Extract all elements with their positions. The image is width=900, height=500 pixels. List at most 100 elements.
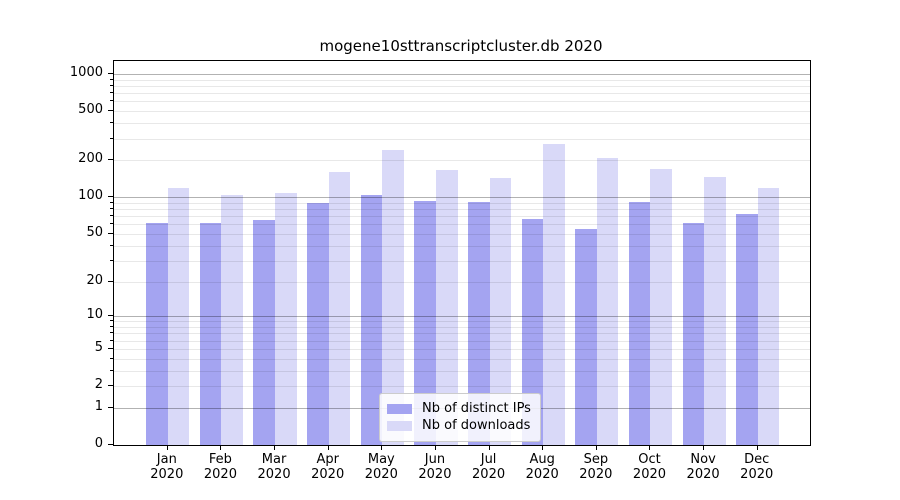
x-tick-year: 2020 xyxy=(472,467,506,482)
y-minor-tick-mark xyxy=(110,78,113,80)
x-tick-year: 2020 xyxy=(257,467,291,482)
x-tick-month: Aug xyxy=(529,452,555,467)
y-minor-tick-mark xyxy=(110,215,113,217)
y-minor-tick-mark xyxy=(110,137,113,139)
y-tick-mark xyxy=(108,196,113,198)
x-tick-label: Feb 2020 xyxy=(180,452,260,482)
x-tick-label: Apr 2020 xyxy=(288,452,368,482)
y-tick-mark xyxy=(108,315,113,317)
x-tick-month: Dec xyxy=(744,452,770,467)
x-tick-label: Oct 2020 xyxy=(609,452,689,482)
x-tick-year: 2020 xyxy=(203,467,237,482)
y-minor-tick-mark xyxy=(110,100,113,102)
bar-downloads xyxy=(435,170,458,445)
x-tick-label: Sep 2020 xyxy=(556,452,636,482)
x-tick-year: 2020 xyxy=(525,467,559,482)
y-minor-tick-mark xyxy=(110,201,113,203)
legend-swatch-distinct-ips xyxy=(387,403,412,414)
x-tick-month: Feb xyxy=(208,452,232,467)
bar-distinct-ips xyxy=(521,219,544,445)
y-minor-tick-mark xyxy=(110,84,113,86)
y-minor-tick-mark xyxy=(110,259,113,261)
y-tick-mark xyxy=(108,385,113,386)
x-tick-year: 2020 xyxy=(579,467,613,482)
x-tick-mark xyxy=(703,445,705,450)
x-tick-mark xyxy=(274,445,276,450)
x-tick-month: Jan xyxy=(156,452,177,467)
bar-downloads xyxy=(704,177,726,445)
y-minor-tick-mark xyxy=(110,339,113,341)
bar-downloads xyxy=(382,150,404,445)
plot-area xyxy=(113,60,811,446)
legend: Nb of distinct IPs Nb of downloads xyxy=(379,393,541,442)
legend-label-distinct-ips: Nb of distinct IPs xyxy=(422,401,531,416)
x-tick-year: 2020 xyxy=(740,467,774,482)
y-minor-tick-mark xyxy=(110,244,113,246)
x-tick-label: May 2020 xyxy=(341,452,421,482)
x-tick-mark xyxy=(649,445,651,450)
y-tick-label: 0 xyxy=(94,436,103,451)
y-minor-tick-mark xyxy=(110,332,113,334)
bar-downloads xyxy=(167,187,190,445)
bar-distinct-ips xyxy=(307,203,329,445)
x-tick-month: Nov xyxy=(690,452,716,467)
x-tick-mark xyxy=(220,445,222,450)
x-tick-month: Sep xyxy=(583,452,609,467)
x-tick-year: 2020 xyxy=(364,467,398,482)
x-tick-month: Jul xyxy=(480,452,497,467)
x-tick-year: 2020 xyxy=(418,467,452,482)
x-tick-label: Jan 2020 xyxy=(127,452,207,482)
y-tick-mark xyxy=(108,72,113,74)
x-tick-year: 2020 xyxy=(686,467,720,482)
x-tick-year: 2020 xyxy=(150,467,184,482)
bar-distinct-ips xyxy=(146,223,168,445)
x-tick-mark xyxy=(166,445,168,450)
y-tick-label: 50 xyxy=(86,224,103,240)
x-tick-label: Nov 2020 xyxy=(663,452,743,482)
x-tick-label: Dec 2020 xyxy=(717,452,797,482)
bar-downloads xyxy=(275,192,297,445)
x-tick-label: Jun 2020 xyxy=(395,452,475,482)
y-tick-mark xyxy=(108,232,113,234)
bar-downloads xyxy=(489,178,512,445)
bar-distinct-ips xyxy=(467,201,490,445)
y-tick-label: 200 xyxy=(78,151,103,167)
bar-distinct-ips xyxy=(253,220,276,445)
x-tick-mark xyxy=(381,445,383,450)
bar-distinct-ips xyxy=(682,222,705,445)
x-tick-month: Jun xyxy=(424,452,446,467)
legend-label-downloads: Nb of downloads xyxy=(422,418,531,433)
y-tick-label: 1 xyxy=(94,398,103,414)
y-tick-label: 10 xyxy=(86,307,103,323)
y-minor-tick-mark xyxy=(110,320,113,322)
x-tick-label: Mar 2020 xyxy=(234,452,314,482)
x-tick-month: Mar xyxy=(261,452,287,467)
y-minor-tick-mark xyxy=(110,223,113,225)
x-tick-month: Apr xyxy=(316,452,339,467)
x-tick-label: Jul 2020 xyxy=(449,452,529,482)
bar-downloads xyxy=(757,188,780,445)
y-tick-label: 500 xyxy=(78,102,103,118)
bar-downloads xyxy=(596,157,619,445)
x-tick-mark xyxy=(488,445,490,450)
y-minor-tick-mark xyxy=(110,326,113,327)
x-tick-mark xyxy=(542,445,544,450)
y-minor-tick-mark xyxy=(110,92,113,94)
bar-distinct-ips xyxy=(628,201,651,445)
y-minor-tick-mark xyxy=(110,369,113,371)
bar-distinct-ips xyxy=(575,228,597,445)
y-minor-tick-mark xyxy=(110,122,113,124)
y-tick-label: 2 xyxy=(94,377,103,392)
x-tick-mark xyxy=(327,445,329,450)
bar-distinct-ips xyxy=(199,223,222,445)
x-tick-month: Oct xyxy=(638,452,661,467)
y-tick-mark xyxy=(108,280,113,282)
bar-distinct-ips xyxy=(414,201,436,445)
x-tick-mark xyxy=(595,445,597,450)
y-minor-tick-mark xyxy=(110,208,113,210)
bar-downloads xyxy=(221,195,244,445)
x-tick-mark xyxy=(756,445,758,450)
x-tick-month: May xyxy=(367,452,395,467)
legend-item-downloads: Nb of downloads xyxy=(387,418,531,433)
